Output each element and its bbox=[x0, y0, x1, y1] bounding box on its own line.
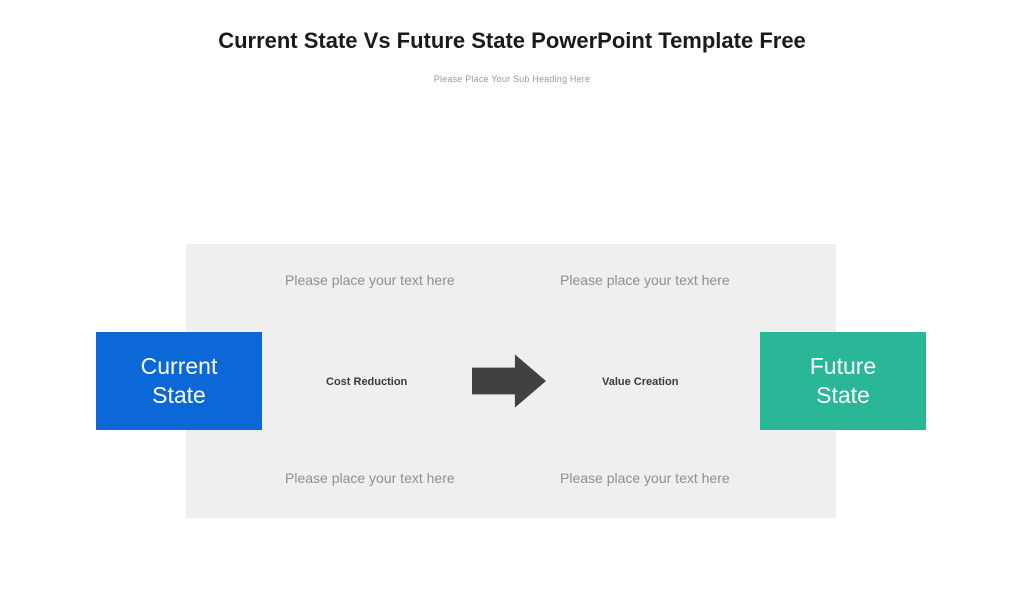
center-label-right: Value Creation bbox=[602, 376, 678, 388]
current-state-box: Current State bbox=[96, 332, 262, 430]
arrow-icon bbox=[472, 354, 546, 408]
future-state-box: Future State bbox=[760, 332, 926, 430]
arrow-shape bbox=[472, 354, 546, 407]
placeholder-bottom-left: Please place your text here bbox=[285, 470, 455, 486]
placeholder-top-right: Please place your text here bbox=[560, 272, 730, 288]
placeholder-bottom-right: Please place your text here bbox=[560, 470, 730, 486]
future-state-label: Future State bbox=[810, 352, 876, 410]
diagram-canvas: Current State Future State Please place … bbox=[0, 28, 1024, 604]
current-state-label: Current State bbox=[141, 352, 218, 410]
placeholder-top-left: Please place your text here bbox=[285, 272, 455, 288]
center-label-left: Cost Reduction bbox=[326, 376, 407, 388]
